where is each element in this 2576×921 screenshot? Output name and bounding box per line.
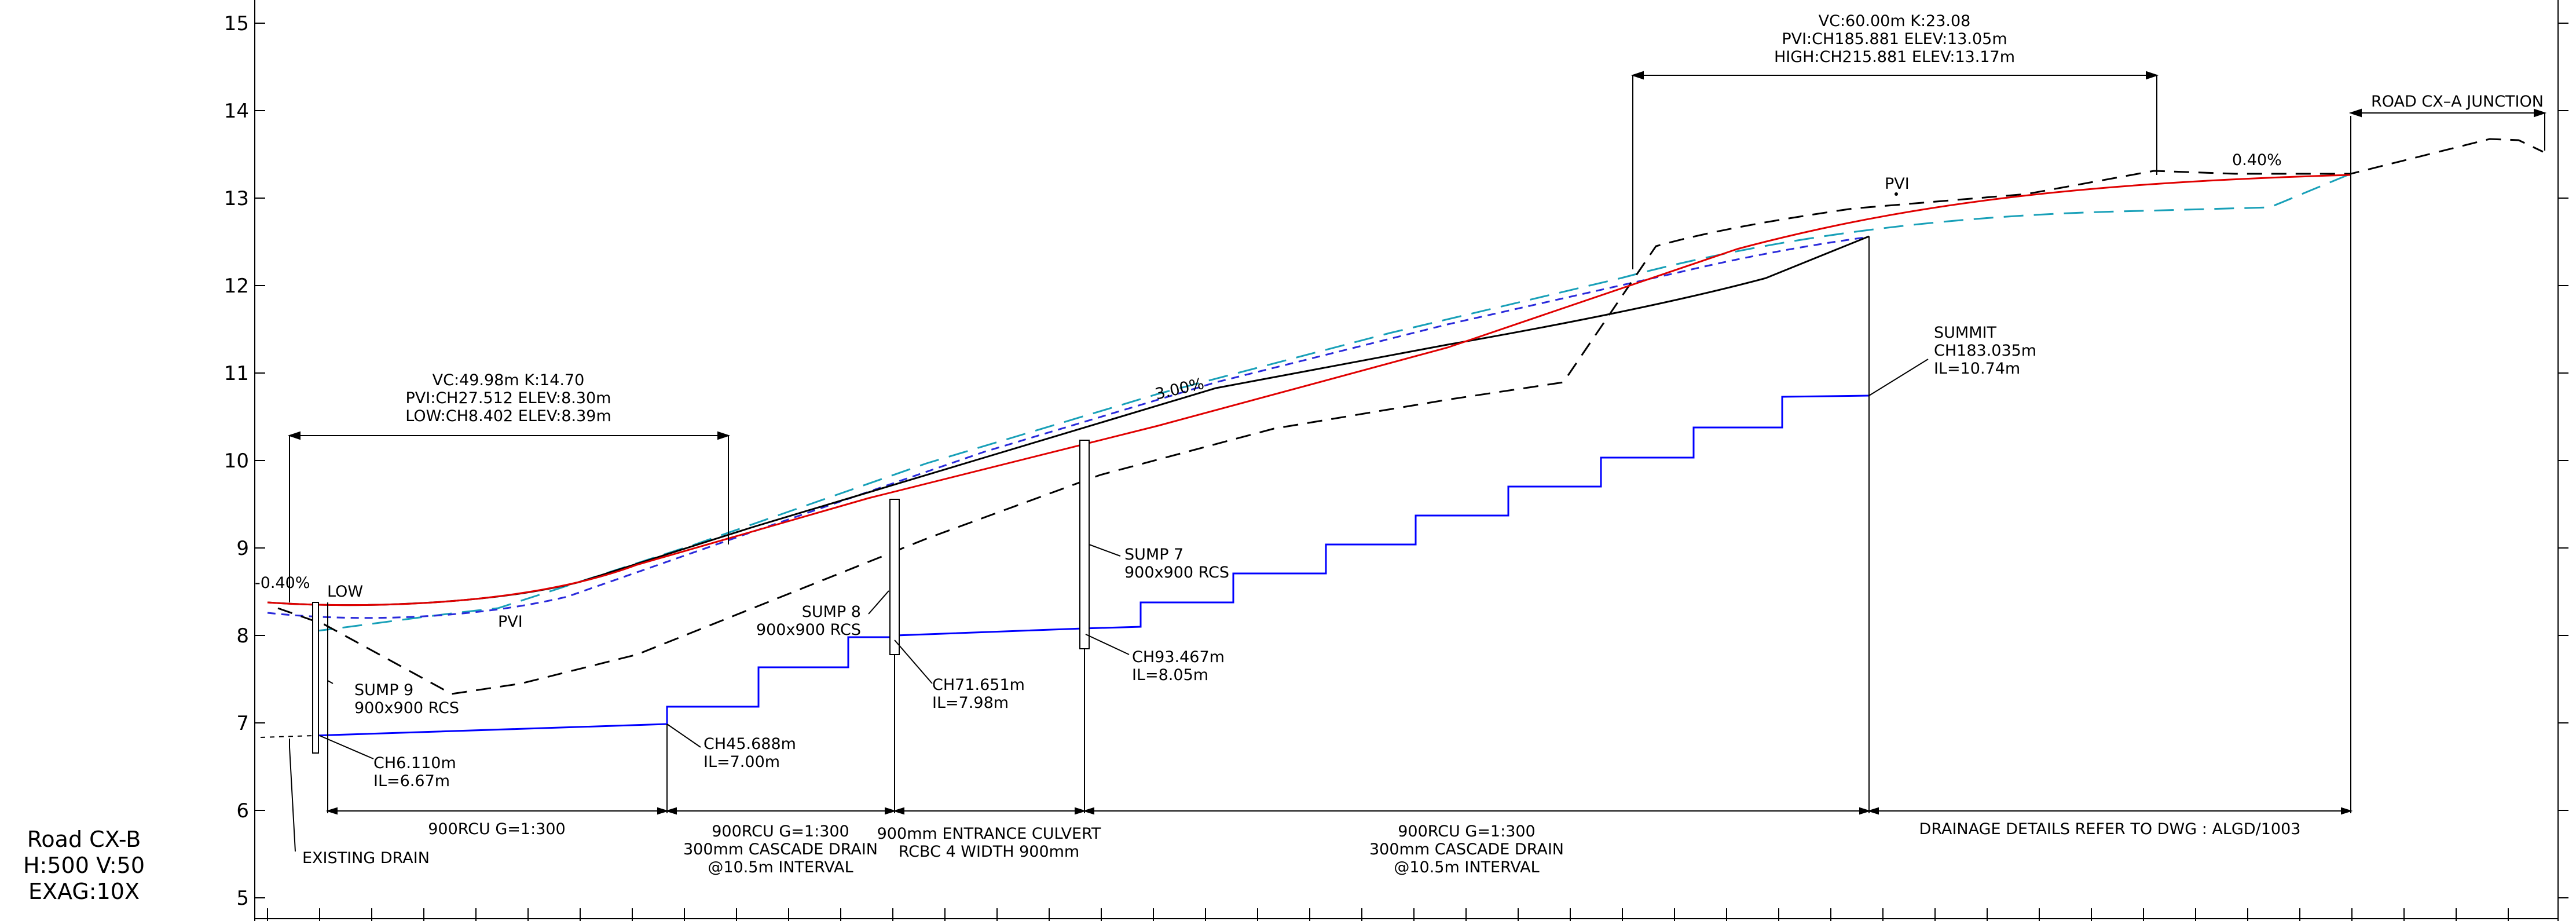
band-3-line-1: 900mm ENTRANCE CULVERT xyxy=(877,825,1101,843)
pvi-point xyxy=(1895,192,1898,196)
y-tick-label: 15 xyxy=(224,12,249,35)
y-tick-label: 14 xyxy=(224,100,249,123)
sag-vc-k: VC:49.98m K:14.70 xyxy=(433,371,585,389)
sump-9-size: 900x900 RCS xyxy=(354,699,459,717)
band-5-line-1: DRAINAGE DETAILS REFER TO DWG : ALGD/100… xyxy=(1919,820,2301,838)
y-tick-label: 9 xyxy=(236,537,249,560)
band-2-label: 900RCU G=1:300 300mm CASCADE DRAIN @10.5… xyxy=(683,823,878,876)
y-tick-label: 11 xyxy=(224,362,249,385)
invert-ch45-level: IL=7.00m xyxy=(703,753,780,771)
invert-ch93: CH93.467m IL=8.05m xyxy=(1132,648,1225,684)
invert-ch6-chainage: CH6.110m xyxy=(373,754,456,772)
title-block: Road CX-B H:500 V:50 EXAG:10X xyxy=(23,827,145,904)
junction-extent xyxy=(2348,108,2547,151)
crest-vc-k: VC:60.00m K:23.08 xyxy=(1819,12,1971,30)
invert-ch93-chainage: CH93.467m xyxy=(1132,648,1225,666)
design-finished-level xyxy=(267,174,2351,606)
sump-9-label: SUMP 9 900x900 RCS xyxy=(354,681,459,717)
road-name: Road CX-B xyxy=(27,827,141,852)
invert-ch71-level: IL=7.98m xyxy=(932,694,1009,712)
existing-drain-label: EXISTING DRAIN xyxy=(302,849,430,867)
y-tick-labels: 15 14 13 12 11 10 9 8 7 6 5 xyxy=(224,12,249,910)
existing-surface-dashed xyxy=(277,138,2544,695)
crest-curve-data: VC:60.00m K:23.08 PVI:CH185.881 ELEV:13.… xyxy=(1774,12,2015,66)
band-4-label: 900RCU G=1:300 300mm CASCADE DRAIN @10.5… xyxy=(1369,823,1564,876)
sump-7-label: SUMP 7 900x900 RCS xyxy=(1124,546,1229,582)
invert-ch93-level: IL=8.05m xyxy=(1132,666,1208,684)
invert-ch71-chainage: CH71.651m xyxy=(932,676,1025,694)
band-1-label: 900RCU G=1:300 xyxy=(428,820,566,838)
y-tick-label: 13 xyxy=(224,187,249,210)
summit-level: IL=10.74m xyxy=(1934,360,2020,378)
scale-text: H:500 V:50 xyxy=(23,853,145,878)
dashed-blue-profile xyxy=(267,236,1865,619)
sag-curve-extent xyxy=(287,431,731,440)
y-tick-label: 12 xyxy=(224,275,249,298)
sump-9 xyxy=(312,602,319,754)
existing-drain-line xyxy=(260,735,313,738)
crest-curve-extent xyxy=(1630,71,2159,80)
sag-pvi: PVI:CH27.512 ELEV:8.30m xyxy=(406,389,611,407)
sag-low: LOW:CH8.402 ELEV:8.39m xyxy=(405,407,611,425)
band-3-label: 900mm ENTRANCE CULVERT RCBC 4 WIDTH 900m… xyxy=(877,825,1101,861)
y-tick-label: 10 xyxy=(224,449,249,473)
summit-title: SUMMIT xyxy=(1934,324,1996,342)
invert-ch45-chainage: CH45.688m xyxy=(703,735,796,753)
sump-8-size: 900x900 RCS xyxy=(756,621,861,639)
invert-ch6-level: IL=6.67m xyxy=(373,772,450,790)
junction-label: ROAD CX–A JUNCTION xyxy=(2371,93,2544,111)
invert-ch45: CH45.688m IL=7.00m xyxy=(703,735,796,771)
drain-invert-line xyxy=(312,394,1870,737)
band-5-label: DRAINAGE DETAILS REFER TO DWG : ALGD/100… xyxy=(1919,820,2301,838)
right-axis xyxy=(2557,0,2568,921)
y-tick-label: 8 xyxy=(236,624,249,648)
sump-8-label: SUMP 8 900x900 RCS xyxy=(756,603,861,639)
band-dimension-lines xyxy=(325,807,2353,815)
band-3-line-2: RCBC 4 WIDTH 900mm xyxy=(899,843,1079,861)
sump-7-name: SUMP 7 xyxy=(1124,546,1183,564)
pvi-marker-sag: PVI xyxy=(498,613,523,631)
y-tick-label: 6 xyxy=(236,799,249,823)
left-axis xyxy=(254,0,265,921)
band-4-line-1: 900RCU G=1:300 xyxy=(1398,823,1536,840)
sump-8-name: SUMP 8 xyxy=(802,603,861,621)
grade-left: -0.40% xyxy=(255,574,310,592)
summit-chainage: CH183.035m xyxy=(1934,342,2036,360)
grade-right: 0.40% xyxy=(2232,151,2282,169)
bottom-axis xyxy=(255,908,2558,921)
sump-7-size: 900x900 RCS xyxy=(1124,564,1229,582)
band-4-line-2: 300mm CASCADE DRAIN xyxy=(1369,840,1564,858)
y-tick-label: 7 xyxy=(236,712,249,735)
band-2-line-3: @10.5m INTERVAL xyxy=(708,858,853,876)
invert-ch6: CH6.110m IL=6.67m xyxy=(373,754,456,790)
low-marker: LOW xyxy=(327,583,363,601)
band-2-line-1: 900RCU G=1:300 xyxy=(712,823,849,840)
invert-summit: SUMMIT CH183.035m IL=10.74m xyxy=(1934,324,2036,378)
y-tick-label: 5 xyxy=(236,887,249,910)
sag-curve-data: VC:49.98m K:14.70 PVI:CH27.512 ELEV:8.30… xyxy=(405,371,611,425)
band-1-line-1: 900RCU G=1:300 xyxy=(428,820,566,838)
sump-9-name: SUMP 9 xyxy=(354,681,413,699)
sump-8 xyxy=(889,499,900,655)
station-lines xyxy=(289,75,2351,813)
invert-ch71: CH71.651m IL=7.98m xyxy=(932,676,1025,712)
band-4-line-3: @10.5m INTERVAL xyxy=(1394,858,1539,876)
leader-lines xyxy=(289,359,1929,852)
band-2-line-2: 300mm CASCADE DRAIN xyxy=(683,840,878,858)
exaggeration-text: EXAG:10X xyxy=(28,879,140,904)
sump-7 xyxy=(1079,440,1090,649)
pvi-marker-crest: PVI xyxy=(1885,175,1910,193)
crest-high: HIGH:CH215.881 ELEV:13.17m xyxy=(1774,48,2015,66)
crest-pvi: PVI:CH185.881 ELEV:13.05m xyxy=(1782,30,2007,48)
dashed-cyan-profile xyxy=(312,173,2351,633)
